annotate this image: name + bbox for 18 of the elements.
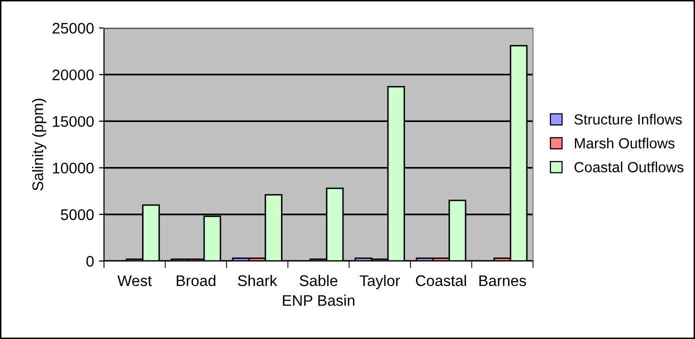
x-tick-label: Taylor: [360, 274, 400, 290]
legend-label: Structure Inflows: [574, 114, 682, 125]
y-tick-label: 0: [86, 256, 94, 267]
x-axis-title: ENP Basin: [282, 294, 354, 306]
y-tick-label: 5000: [60, 209, 94, 220]
x-tick-label: West: [117, 275, 152, 286]
legend-label: Marsh Outflows: [574, 138, 675, 148]
y-tick-label: 20000: [52, 69, 94, 80]
y-tick-label: 15000: [52, 116, 94, 127]
x-tick-label: Sable: [300, 274, 338, 286]
x-tick-label: Broad: [176, 274, 216, 286]
x-tick-label: Coastal: [416, 274, 466, 286]
legend-label: Coastal Outflows: [574, 162, 684, 172]
y-tick-label: 25000: [52, 22, 94, 34]
x-tick-label: Barnes: [479, 275, 526, 286]
y-tick-label: 10000: [52, 162, 94, 174]
x-tick-label: Shark: [238, 274, 278, 286]
y-axis-title: Salinity (ppm): [32, 98, 46, 190]
